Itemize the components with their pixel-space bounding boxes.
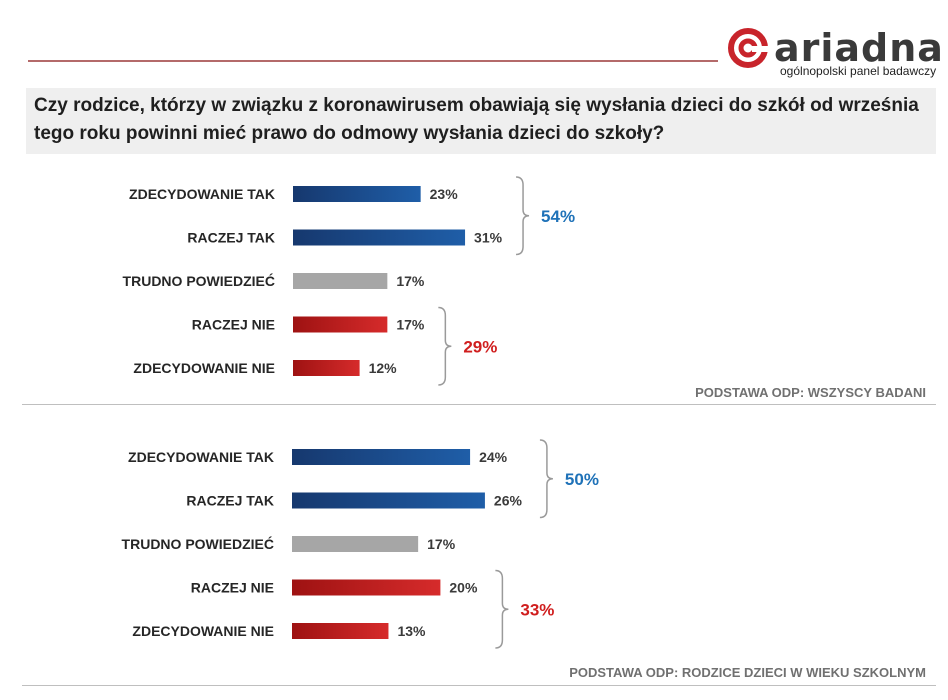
group-bracket	[495, 569, 509, 649]
category-label: RACZEJ NIE	[192, 317, 275, 333]
bar	[292, 623, 389, 639]
bar	[293, 273, 388, 289]
logo-wordmark: ariadna	[774, 26, 944, 70]
bar	[293, 186, 421, 202]
category-label: ZDECYDOWANIE TAK	[128, 449, 274, 465]
header-rule	[28, 60, 718, 62]
bottom-divider	[22, 685, 936, 686]
value-label: 17%	[396, 273, 425, 289]
category-label: ZDECYDOWANIE TAK	[129, 186, 275, 202]
value-label: 12%	[369, 360, 398, 376]
group-bracket	[516, 176, 530, 256]
category-label: RACZEJ TAK	[186, 493, 274, 509]
value-label: 20%	[449, 580, 478, 596]
category-label: TRUDNO POWIEDZIEĆ	[123, 272, 275, 289]
ariadna-logo: ariadna ogólnopolski panel badawczy	[726, 26, 943, 78]
chart-parents: ZDECYDOWANIE TAK 24% RACZEJ TAK 26% TRUDNO P…	[122, 439, 599, 649]
category-label: RACZEJ NIE	[191, 580, 274, 596]
group-total-label: 54%	[541, 207, 575, 226]
bar	[292, 492, 485, 509]
basis-note-parents: PODSTAWA ODP: RODZICE DZIECI W WIEKU SZK…	[569, 665, 926, 680]
value-label: 13%	[397, 623, 426, 639]
category-label: ZDECYDOWANIE NIE	[132, 623, 274, 639]
value-label: 17%	[396, 317, 425, 333]
bar	[292, 579, 441, 596]
group-total-label: 50%	[565, 470, 599, 489]
chart-all-respondents: ZDECYDOWANIE TAK 23% RACZEJ TAK 31% TRUDNO P…	[123, 176, 575, 386]
section-divider	[22, 404, 936, 405]
category-label: ZDECYDOWANIE NIE	[133, 360, 275, 376]
bar	[293, 360, 360, 376]
group-total-label: 33%	[520, 600, 554, 619]
logo-subtitle: ogólnopolski panel badawczy	[780, 64, 937, 78]
value-label: 24%	[479, 449, 508, 465]
value-label: 31%	[474, 230, 503, 246]
value-label: 26%	[494, 493, 523, 509]
value-label: 17%	[427, 536, 456, 552]
bar	[293, 229, 466, 246]
bar	[292, 449, 471, 465]
basis-note-all: PODSTAWA ODP: WSZYSCY BADANI	[695, 385, 926, 400]
group-total-label: 29%	[463, 337, 497, 356]
bar	[293, 316, 388, 333]
ariadna-logo-icon	[728, 28, 772, 68]
group-bracket	[539, 439, 553, 519]
question-title: Czy rodzice, którzy w związku z koronawi…	[26, 88, 936, 154]
value-label: 23%	[430, 186, 459, 202]
bar	[292, 536, 419, 552]
category-label: TRUDNO POWIEDZIEĆ	[122, 535, 274, 552]
group-bracket	[438, 306, 452, 386]
category-label: RACZEJ TAK	[187, 230, 275, 246]
